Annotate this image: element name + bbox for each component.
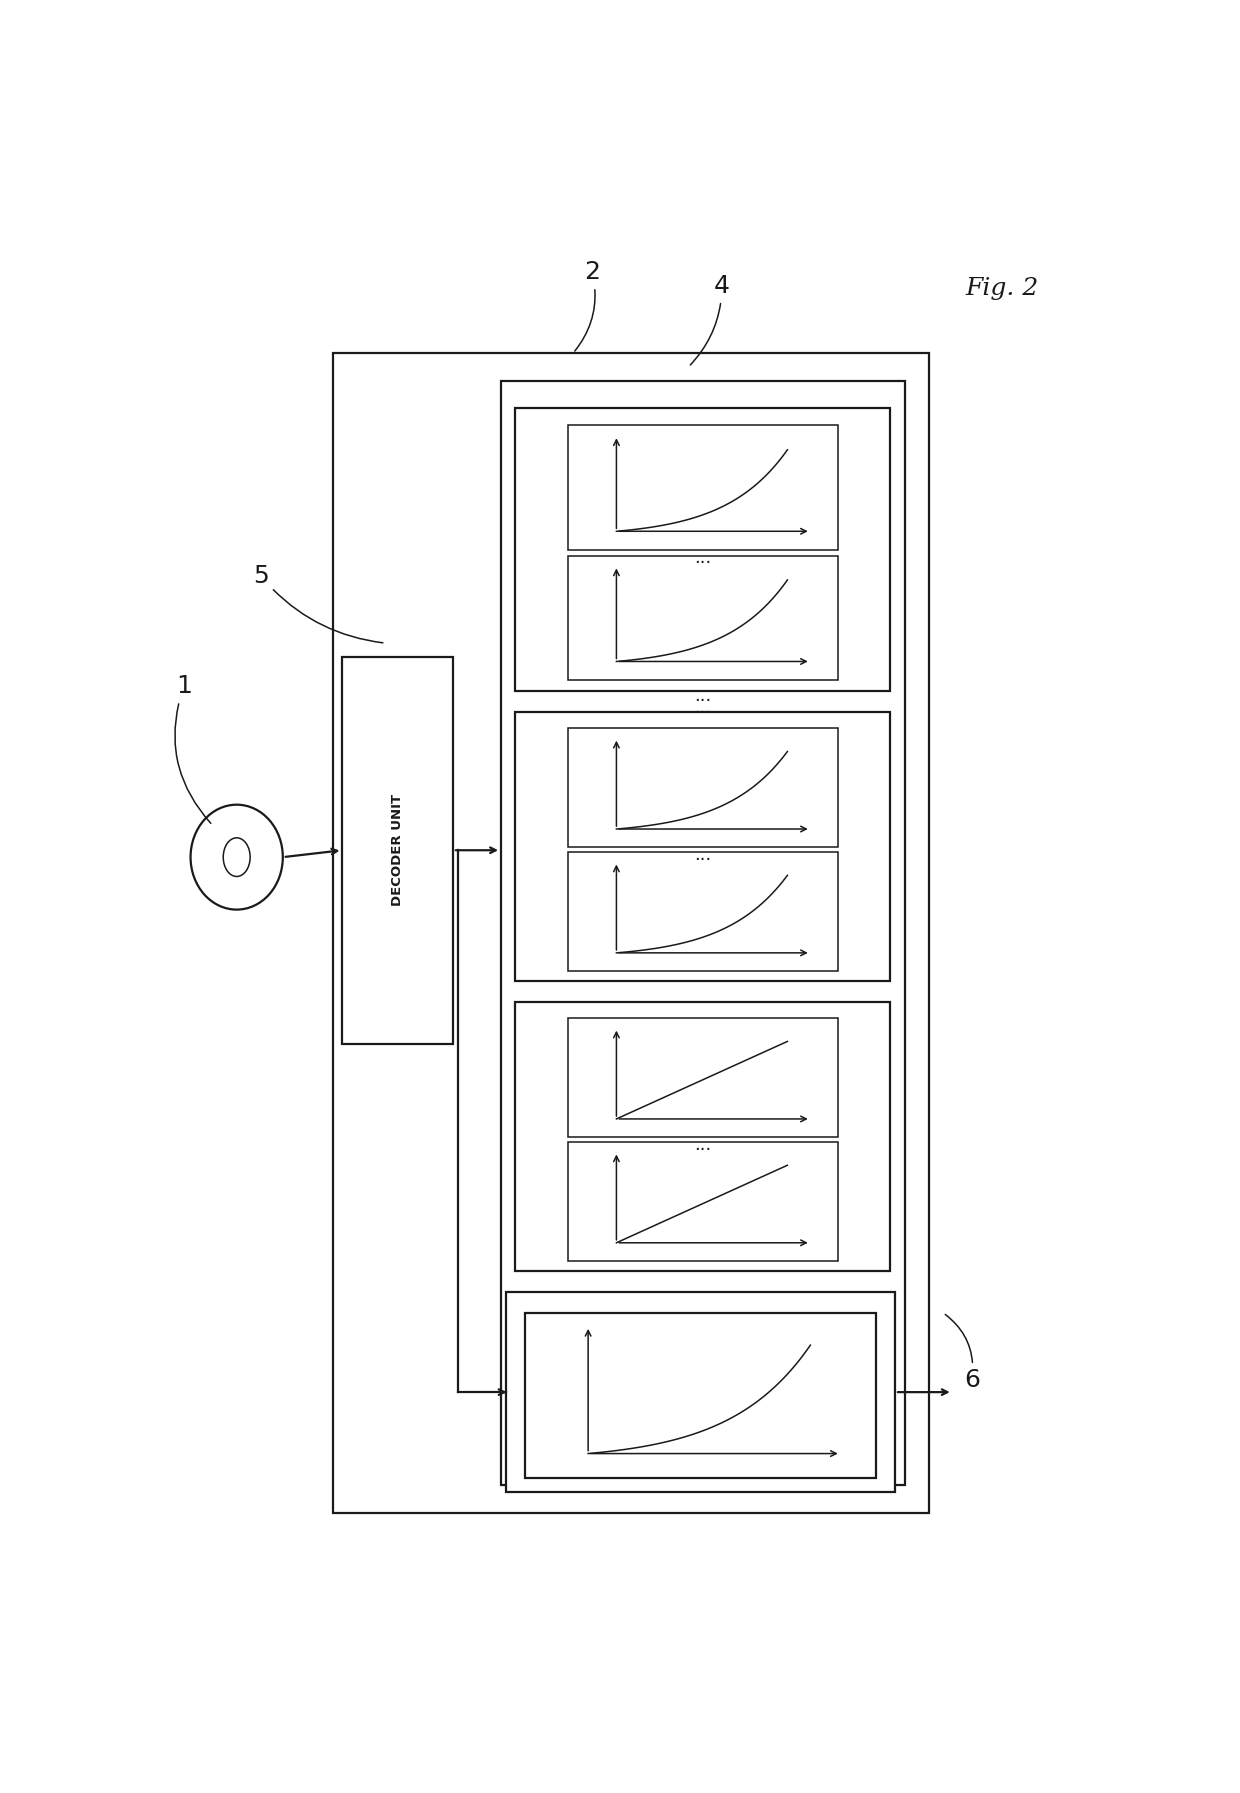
Bar	[516, 1002, 890, 1271]
Circle shape	[223, 837, 250, 877]
Text: 1: 1	[175, 674, 211, 823]
Text: DECODER UNIT: DECODER UNIT	[391, 794, 404, 905]
Bar	[568, 728, 838, 846]
Bar	[525, 1312, 875, 1479]
Text: ...: ...	[694, 699, 712, 717]
Bar	[516, 712, 890, 981]
Bar	[568, 425, 838, 550]
Bar	[568, 1018, 838, 1137]
Bar	[568, 852, 838, 970]
Bar	[516, 409, 890, 692]
Text: Fig. 2: Fig. 2	[966, 278, 1039, 299]
Text: 2: 2	[575, 260, 600, 351]
Text: ...: ...	[694, 1135, 712, 1153]
Bar	[342, 656, 453, 1044]
Text: 6: 6	[945, 1314, 980, 1391]
Text: 4: 4	[691, 274, 730, 366]
Bar	[568, 1142, 838, 1260]
Bar	[568, 556, 838, 680]
Text: 5: 5	[253, 565, 383, 644]
Text: ...: ...	[694, 549, 712, 567]
Bar	[501, 380, 905, 1485]
Text: ...: ...	[694, 846, 712, 864]
Text: ...: ...	[694, 687, 712, 705]
Bar	[332, 353, 929, 1513]
Bar	[506, 1293, 895, 1492]
Ellipse shape	[191, 805, 283, 909]
